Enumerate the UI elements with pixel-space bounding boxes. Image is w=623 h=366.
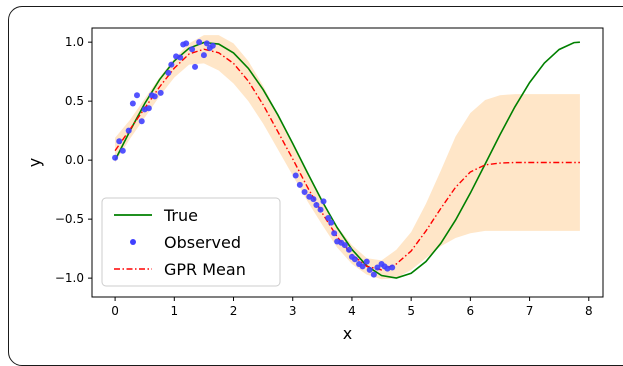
x-tick-label: 4 [348,304,356,318]
legend-observed-label: Observed [164,233,241,252]
x-tick-label: 3 [289,304,297,318]
confidence-band-layer [115,35,580,280]
y-tick-label: −0.5 [55,212,84,226]
observed-point [359,263,366,270]
observed-point [192,63,199,70]
observed-point [296,181,303,188]
y-tick-label: −1.0 [55,271,84,285]
y-axis-label: y [25,158,44,167]
x-tick-label: 2 [230,304,238,318]
confidence-band [115,35,580,280]
observed-point [384,265,391,272]
observed-point [317,206,324,213]
observed-point [168,61,175,68]
observed-point [345,246,352,253]
observed-point [151,93,158,100]
observed-point [157,89,164,96]
observed-point [351,256,358,263]
observed-point [292,172,299,179]
x-tick-label: 7 [526,304,534,318]
legend-gpr-mean-label: GPR Mean [164,260,246,279]
plot-area-frame [91,27,604,298]
observed-point [363,258,370,265]
observed-point [177,54,184,61]
observed-point [374,264,381,271]
x-tick-label: 0 [111,304,119,318]
observed-point [125,127,132,134]
observed-point [370,271,377,278]
observed-point [145,105,152,112]
observed-point [341,242,348,249]
observed-point [116,138,123,145]
observed-point [129,100,136,107]
observed-point [389,264,396,271]
observed-point [203,40,210,47]
observed-point [134,92,140,99]
observed-point [183,40,190,47]
observed-point [313,201,320,208]
observed-point [320,198,327,205]
observed-points-layer [112,39,396,278]
x-tick-label: 8 [585,304,593,318]
legend-true-label: True [163,206,198,225]
gpr-chart: 0 1 2 3 4 5 6 7 8 −1.0 −0.5 0.0 0.5 1.0 x y True Observe… [25,27,604,343]
observed-point [138,118,145,125]
observed-point [331,230,338,237]
observed-point [310,196,317,203]
axes-layer: 0 1 2 3 4 5 6 7 8 −1.0 −0.5 0.0 0.5 1.0 x y [25,27,604,343]
observed-point [165,69,172,76]
observed-point [328,219,335,226]
observed-point [325,214,332,221]
observed-point [209,42,216,49]
observed-point [119,147,126,154]
observed-point [112,154,119,161]
observed-point [366,266,373,273]
x-tick-label: 6 [467,304,475,318]
observed-point [196,39,203,46]
y-tick-label: 0.0 [65,153,84,167]
x-tick-label: 1 [170,304,178,318]
x-axis-label: x [343,324,352,343]
x-tick-label: 5 [407,304,415,318]
observed-point [301,189,308,195]
observed-point [200,52,207,59]
y-tick-label: 1.0 [65,35,84,49]
legend: True Observed GPR Mean [101,197,281,287]
legend-box [101,197,281,287]
observed-point [189,46,196,53]
legend-observed-swatch [130,239,136,245]
y-tick-label: 0.5 [65,94,84,108]
